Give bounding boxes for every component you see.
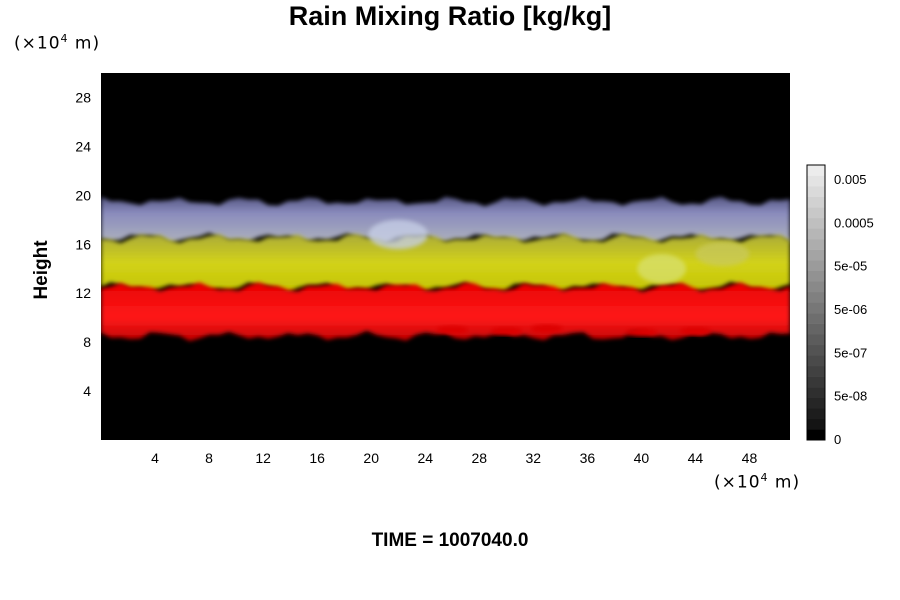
- x-tick-label: 28: [471, 450, 487, 466]
- colorbar-label: 0.0005: [834, 215, 874, 230]
- colorbar-segment: [807, 344, 825, 356]
- cloud-highlight: [637, 254, 686, 284]
- time-label: TIME = 1007040.0: [371, 530, 529, 551]
- x-axis-unit: (×104 m): [714, 471, 801, 493]
- colorbar-segment: [807, 175, 825, 187]
- colorbar-segment: [807, 217, 825, 229]
- x-tick-label: 32: [526, 450, 542, 466]
- colorbar: [806, 164, 826, 441]
- colorbar-segment: [807, 418, 825, 430]
- x-tick-label: 12: [255, 450, 271, 466]
- y-tick-label: 20: [75, 187, 91, 203]
- colorbar-segment: [807, 207, 825, 219]
- colorbar-segment: [807, 281, 825, 293]
- colorbar-segment: [807, 239, 825, 250]
- colorbar-segment: [807, 186, 825, 198]
- colorbar-segment: [807, 365, 825, 377]
- colorbar-segment: [807, 397, 825, 409]
- colorbar-label: 5e-08: [834, 389, 867, 404]
- x-tick-label: 24: [417, 450, 433, 466]
- colorbar-segment: [807, 228, 825, 240]
- y-tick-label: 16: [75, 236, 91, 252]
- colorbar-segment: [807, 165, 825, 176]
- x-axis-ticks: 4 8 12 16 20 24 28 32 36 40 44 48: [151, 450, 757, 466]
- colorbar-segment: [807, 270, 825, 282]
- colorbar-segment: [807, 302, 825, 314]
- x-tick-label: 48: [742, 450, 758, 466]
- layer-red: [101, 282, 790, 342]
- x-tick-label: 20: [363, 450, 379, 466]
- x-tick-label: 36: [580, 450, 596, 466]
- chart-title: Rain Mixing Ratio [kg/kg]: [288, 1, 612, 31]
- x-tick-label: 44: [688, 450, 704, 466]
- colorbar-segment: [807, 196, 825, 208]
- colorbar-labels: 0.005 0.0005 5e-05 5e-06 5e-07 5e-08 0: [834, 172, 874, 447]
- colorbar-segment: [807, 260, 825, 272]
- colorbar-frame: [806, 164, 826, 441]
- colorbar-label: 0: [834, 432, 841, 447]
- colorbar-label: 5e-06: [834, 302, 867, 317]
- field-layers: [101, 196, 790, 342]
- rain-blob: [625, 328, 658, 337]
- x-tick-label: 4: [151, 450, 159, 466]
- y-tick-label: 4: [83, 383, 91, 399]
- colorbar-segment: [807, 387, 825, 398]
- colorbar-label: 0.005: [834, 172, 867, 187]
- colorbar-segment: [807, 355, 825, 367]
- x-tick-label: 8: [205, 450, 213, 466]
- colorbar-segment: [807, 313, 825, 324]
- rain-blob: [530, 324, 563, 333]
- y-tick-label: 28: [75, 89, 91, 105]
- cloud-highlight: [368, 219, 428, 250]
- layer-yellow: [101, 233, 790, 293]
- colorbar-label: 5e-05: [834, 259, 867, 274]
- colorbar-segment: [807, 429, 825, 441]
- cloud-highlight: [695, 241, 750, 267]
- rain-blob: [490, 327, 523, 336]
- y-axis-unit: (×104 m): [14, 32, 101, 54]
- x-tick-label: 16: [309, 450, 325, 466]
- colorbar-segment: [807, 323, 825, 335]
- x-tick-label: 40: [634, 450, 650, 466]
- y-tick-label: 8: [83, 334, 91, 350]
- colorbar-segment: [807, 291, 825, 303]
- layer-blue-grey: [101, 196, 790, 244]
- y-axis-ticks: 4 8 12 16 20 24 28: [75, 89, 91, 399]
- colorbar-segment: [807, 334, 825, 346]
- colorbar-segment: [807, 376, 825, 388]
- colorbar-segment: [807, 408, 825, 420]
- colorbar-segment: [807, 249, 825, 261]
- colorbar-label: 5e-07: [834, 345, 867, 360]
- rain-blob: [436, 325, 469, 334]
- y-tick-label: 12: [75, 285, 91, 301]
- y-tick-label: 24: [75, 138, 91, 154]
- rain-blob: [679, 327, 712, 336]
